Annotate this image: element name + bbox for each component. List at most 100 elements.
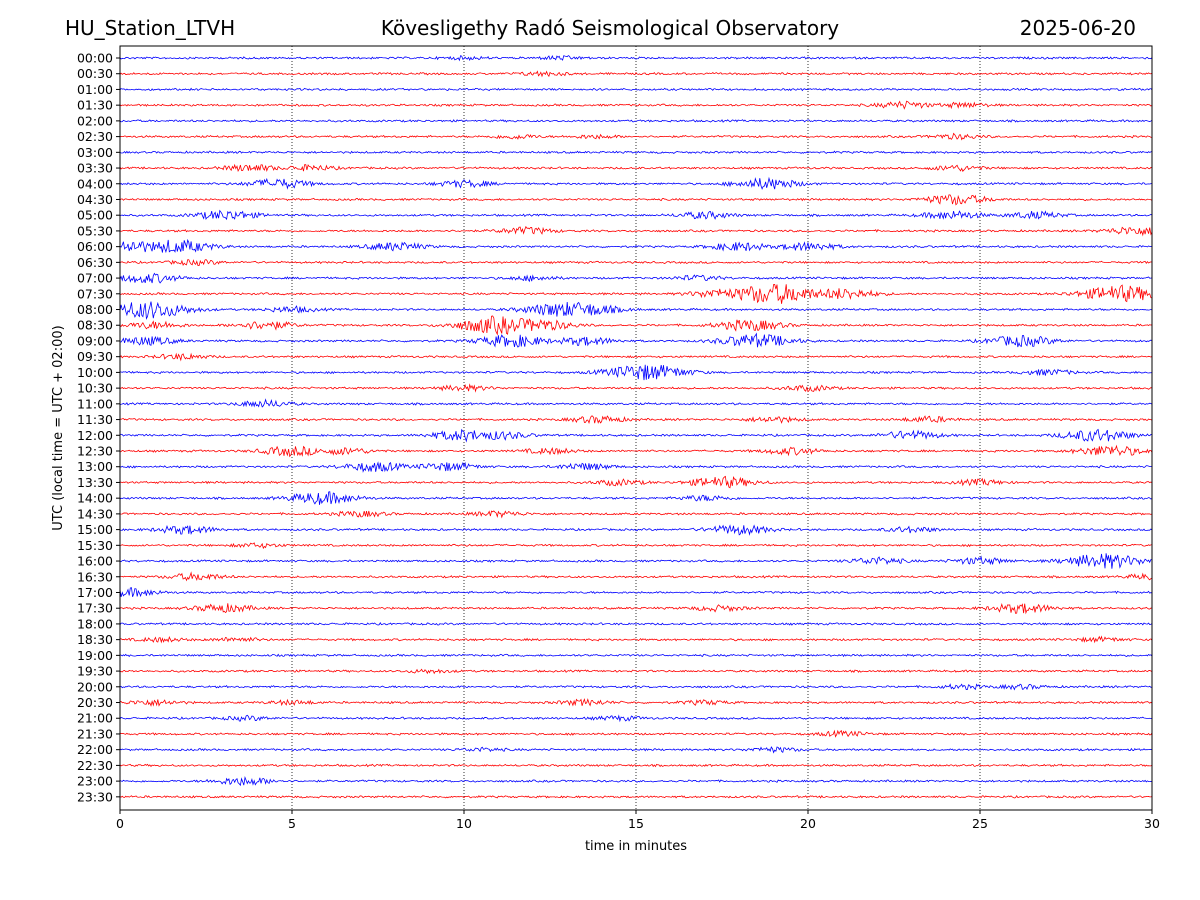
trace-2230 (119, 763, 1153, 768)
trace-0600 (119, 238, 1153, 254)
x-tick-label: 25 (972, 816, 988, 831)
trace-1400 (119, 491, 1153, 505)
y-axis-label: UTC (local time = UTC + 02:00) (51, 325, 66, 530)
trace-0400 (119, 176, 1153, 190)
y-tick-label: 20:00 (77, 679, 113, 694)
trace-1300 (119, 461, 1153, 473)
trace-1630 (119, 571, 1153, 582)
trace-1600 (119, 553, 1153, 569)
trace-1100 (119, 398, 1153, 408)
trace-2330 (119, 794, 1153, 799)
trace-2300 (119, 775, 1153, 787)
trace-0300 (119, 150, 1153, 155)
y-tick-label: 12:30 (77, 444, 113, 459)
y-tick-label: 18:30 (77, 632, 113, 647)
y-tick-label: 09:30 (77, 349, 113, 364)
trace-0130 (119, 100, 1153, 110)
trace-0430 (119, 194, 1153, 206)
chart-title: Kövesligethy Radó Seismological Observat… (381, 16, 839, 40)
trace-0530 (119, 225, 1153, 237)
y-tick-label: 04:00 (77, 176, 113, 191)
trace-0900 (119, 332, 1153, 348)
y-tick-label: 00:30 (77, 66, 113, 81)
x-tick-label: 15 (628, 816, 644, 831)
y-tick-label: 07:30 (77, 286, 113, 301)
trace-2030 (119, 698, 1153, 707)
y-tick-label: 06:30 (77, 255, 113, 270)
trace-1430 (119, 510, 1153, 519)
x-tick-label: 10 (456, 816, 472, 831)
y-tick-label: 01:30 (77, 98, 113, 113)
y-tick-label: 13:30 (77, 475, 113, 490)
y-tick-label: 11:30 (77, 412, 113, 427)
trace-0330 (119, 163, 1153, 173)
y-tick-label: 13:00 (77, 459, 113, 474)
x-tick-label: 5 (288, 816, 296, 831)
y-tick-label: 00:00 (77, 51, 113, 66)
trace-1230 (119, 444, 1153, 458)
y-tick-label: 12:00 (77, 428, 113, 443)
trace-1030 (119, 383, 1153, 393)
trace-0230 (119, 132, 1153, 141)
y-tick-label: 20:30 (77, 695, 113, 710)
y-tick-label: 23:00 (77, 774, 113, 789)
trace-0700 (119, 272, 1153, 284)
trace-2200 (119, 746, 1153, 754)
y-tick-label: 15:30 (77, 538, 113, 553)
x-axis: 0 5 10 15 20 25 30 (116, 810, 1160, 831)
date-label: 2025-06-20 (1020, 16, 1136, 40)
y-tick-label: 21:30 (77, 726, 113, 741)
y-tick-label: 19:30 (77, 664, 113, 679)
y-tick-label: 14:30 (77, 506, 113, 521)
trace-1130 (119, 415, 1153, 425)
trace-0500 (119, 209, 1153, 221)
y-tick-label: 06:00 (77, 239, 113, 254)
y-tick-label: 01:00 (77, 82, 113, 97)
trace-1530 (119, 542, 1153, 550)
trace-group (119, 55, 1153, 799)
y-tick-label: 03:30 (77, 161, 113, 176)
trace-1330 (119, 475, 1153, 489)
y-tick-label: 09:00 (77, 333, 113, 348)
x-axis-label: time in minutes (585, 839, 687, 854)
trace-1200 (119, 428, 1153, 443)
x-tick-label: 20 (800, 816, 816, 831)
trace-0830 (119, 315, 1153, 336)
y-tick-label: 07:00 (77, 271, 113, 286)
y-tick-label: 22:30 (77, 758, 113, 773)
trace-1900 (119, 653, 1153, 658)
trace-1930 (119, 668, 1153, 675)
trace-1800 (119, 622, 1153, 626)
grid-lines (291, 46, 981, 810)
y-tick-label: 16:00 (77, 554, 113, 569)
y-tick-label: 17:00 (77, 585, 113, 600)
trace-1000 (119, 364, 1153, 381)
y-tick-label: 02:30 (77, 129, 113, 144)
y-tick-label: 02:00 (77, 113, 113, 128)
y-tick-label: 03:00 (77, 145, 113, 160)
y-tick-label: 21:00 (77, 711, 113, 726)
trace-2130 (119, 729, 1153, 738)
y-tick-label: 23:30 (77, 789, 113, 804)
trace-0100 (119, 87, 1153, 92)
y-tick-label: 17:30 (77, 601, 113, 616)
x-tick-label: 0 (116, 816, 124, 831)
y-tick-label: 05:00 (77, 208, 113, 223)
y-tick-label: 15:00 (77, 522, 113, 537)
trace-2000 (119, 683, 1153, 691)
trace-2100 (119, 714, 1153, 723)
y-tick-label: 10:00 (77, 365, 113, 380)
y-tick-label: 08:30 (77, 318, 113, 333)
station-label: HU_Station_LTVH (65, 16, 235, 40)
x-tick-label: 30 (1144, 816, 1160, 831)
y-tick-label: 08:00 (77, 302, 113, 317)
y-tick-label: 22:00 (77, 742, 113, 757)
y-tick-label: 11:00 (77, 396, 113, 411)
trace-1500 (119, 524, 1153, 536)
y-tick-label: 05:30 (77, 223, 113, 238)
y-tick-label: 19:00 (77, 648, 113, 663)
trace-0030 (119, 70, 1153, 78)
y-tick-label: 04:30 (77, 192, 113, 207)
y-tick-label: 10:30 (77, 381, 113, 396)
